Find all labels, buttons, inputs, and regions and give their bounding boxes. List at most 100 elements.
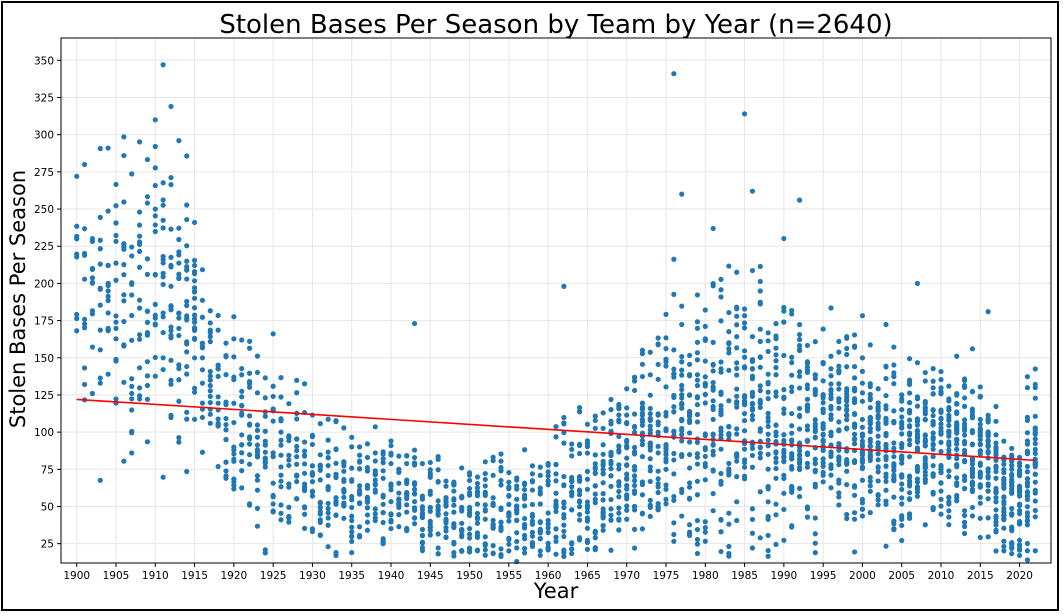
data-point (529, 471, 536, 477)
data-point (592, 535, 598, 541)
data-point (199, 449, 206, 455)
data-point (278, 416, 284, 422)
data-point (686, 439, 693, 445)
data-point (946, 494, 952, 500)
data-point (946, 407, 952, 413)
data-point (199, 355, 206, 361)
data-point (561, 553, 567, 559)
y-tick-label: 75 (41, 464, 54, 476)
data-point (498, 506, 504, 513)
data-point (663, 384, 669, 390)
data-point (459, 495, 465, 501)
data-point (765, 443, 771, 449)
data-point (427, 491, 433, 497)
data-point (231, 400, 237, 406)
data-point (584, 421, 591, 427)
data-point (726, 367, 732, 373)
data-point (804, 423, 811, 429)
data-point (278, 429, 284, 435)
data-point (757, 364, 763, 370)
data-point (349, 529, 355, 535)
data-point (325, 522, 331, 528)
data-point (466, 490, 473, 496)
data-point (781, 406, 787, 412)
data-point (899, 481, 905, 487)
data-point (144, 359, 151, 365)
data-point (946, 422, 952, 429)
data-point (262, 460, 268, 466)
data-point (930, 463, 936, 469)
data-point (671, 71, 677, 77)
data-point (1001, 548, 1007, 554)
data-point (576, 491, 583, 498)
data-point (89, 266, 96, 273)
data-point (639, 373, 646, 380)
data-point (836, 494, 842, 500)
data-point (820, 400, 826, 406)
data-point (859, 355, 866, 361)
data-point (152, 312, 158, 318)
data-point (584, 444, 591, 450)
data-point (671, 392, 677, 399)
data-point (946, 383, 952, 389)
data-point (89, 279, 96, 285)
data-point (859, 464, 866, 470)
data-point (773, 455, 779, 461)
data-point (199, 344, 206, 350)
data-point (498, 458, 504, 464)
data-point (757, 535, 763, 541)
data-point (781, 475, 787, 481)
data-point (176, 275, 182, 282)
data-point (561, 533, 567, 540)
data-point (191, 316, 198, 322)
data-point (239, 394, 245, 400)
data-point (977, 500, 983, 506)
data-point (914, 417, 921, 423)
data-point (796, 448, 803, 454)
data-point (867, 429, 873, 435)
data-point (765, 396, 771, 402)
data-point (309, 471, 316, 477)
data-point (286, 437, 292, 444)
data-point (977, 494, 983, 500)
data-point (113, 220, 119, 226)
data-point (969, 488, 976, 495)
data-point (608, 466, 614, 472)
data-point (545, 469, 551, 475)
data-point (773, 475, 779, 481)
data-point (1016, 542, 1023, 548)
data-point (757, 354, 763, 360)
data-point (741, 365, 748, 371)
data-point (954, 482, 960, 489)
data-point (113, 396, 119, 402)
data-point (1009, 476, 1015, 483)
data-point (129, 430, 135, 436)
data-point (474, 501, 481, 507)
data-point (231, 476, 237, 482)
data-point (647, 456, 653, 462)
data-point (239, 388, 245, 394)
data-point (765, 414, 771, 421)
data-point (616, 494, 622, 500)
data-point (364, 505, 371, 511)
data-point (655, 476, 661, 482)
data-point (671, 457, 677, 463)
data-point (81, 381, 88, 388)
data-point (191, 285, 198, 291)
data-point (977, 515, 983, 521)
data-point (679, 321, 685, 328)
data-point (254, 523, 261, 529)
data-point (993, 507, 999, 513)
data-point (718, 294, 724, 300)
y-tick-label: 225 (34, 241, 54, 253)
data-point (891, 440, 897, 446)
data-point (191, 416, 198, 422)
data-point (946, 468, 952, 474)
x-axis-label: Year (533, 579, 579, 603)
data-point (726, 423, 732, 430)
data-point (270, 393, 276, 400)
data-point (867, 488, 873, 494)
data-point (1032, 446, 1038, 452)
data-point (757, 445, 763, 451)
data-point (899, 472, 905, 478)
